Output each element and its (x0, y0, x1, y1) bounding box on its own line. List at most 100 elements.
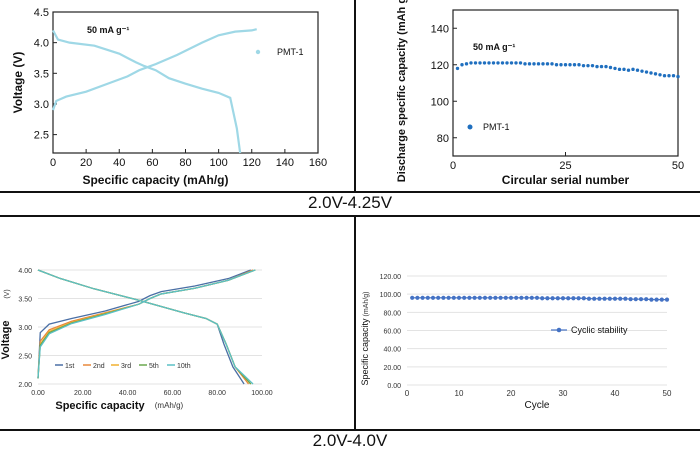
x-tick-label: 80 (179, 157, 191, 169)
y-axis-label: Specific capacity (360, 318, 370, 386)
y-tick-label: 140 (431, 23, 449, 35)
data-point (608, 65, 613, 70)
data-point (649, 297, 654, 302)
legend-label: PMT-1 (483, 122, 510, 132)
x-tick-label: 0 (50, 157, 56, 169)
data-point (473, 61, 478, 65)
data-point (488, 295, 493, 300)
data-point (662, 74, 667, 78)
y-tick-label: 40.00 (383, 347, 401, 354)
data-point (671, 74, 676, 78)
data-point (658, 73, 662, 77)
x-axis-label: Cycle (524, 400, 549, 411)
data-point (667, 74, 671, 78)
data-point (420, 295, 425, 300)
y-tick-label: 3.50 (18, 297, 32, 304)
data-point (626, 68, 631, 72)
y-tick-label: 4.5 (34, 7, 49, 19)
data-point (554, 63, 559, 67)
data-point (599, 64, 604, 69)
data-point (550, 62, 554, 66)
y-axis-unit: (V) (4, 289, 11, 298)
data-point (467, 295, 472, 300)
data-point (604, 64, 608, 69)
data-point (644, 70, 649, 74)
data-point (617, 67, 622, 72)
x-tick-label: 40.00 (119, 390, 137, 397)
legend-marker (467, 124, 473, 130)
data-point (493, 295, 498, 300)
x-tick-label: 140 (276, 157, 294, 169)
x-tick-label: 100.00 (251, 390, 273, 397)
y-axis-label: Voltage (V) (11, 52, 25, 114)
data-point (441, 295, 446, 300)
data-point (571, 296, 576, 301)
x-tick-label: 0 (450, 160, 456, 172)
x-axis-label: Specific capacity (55, 400, 145, 412)
data-point (550, 296, 555, 301)
x-tick-label: 0.00 (31, 390, 45, 397)
legend-label: Cyclic stability (571, 325, 628, 335)
data-point (455, 66, 460, 71)
legend-label: 2nd (93, 363, 105, 370)
data-point (555, 296, 560, 301)
y-tick-label: 4.0 (34, 38, 49, 50)
data-point (676, 74, 680, 79)
data-point (446, 295, 451, 300)
y-axis-label: Discharge specific capacity (mAh g⁻¹) (396, 0, 408, 182)
data-point (586, 63, 590, 68)
chart-discharge-cycle-pmt1: 0 25 50 80 100 120 140 Circular serial number Di… (396, 0, 684, 187)
data-point (635, 68, 640, 72)
x-tick-label: 20 (507, 389, 516, 398)
data-point (425, 295, 430, 300)
y-tick-label: 120.00 (380, 274, 402, 281)
legend-marker (556, 327, 562, 333)
data-point (595, 64, 599, 69)
data-point (436, 295, 441, 300)
divider-bottom (0, 429, 700, 431)
series-charge-line (37, 269, 252, 379)
data-point (638, 297, 644, 302)
data-point (545, 62, 550, 66)
data-point (487, 61, 491, 65)
x-tick-label: 20 (80, 157, 92, 169)
data-point (612, 296, 618, 301)
data-point (602, 296, 607, 301)
data-point (524, 295, 529, 300)
data-point (664, 297, 670, 302)
y-tick-label: 2.5 (34, 130, 49, 142)
x-axis-unit: (mAh/g) (155, 401, 184, 410)
chart-cyclic-stability: 0.00 20.00 40.00 60.00 80.00 100.00 120.00 0 10 2… (360, 274, 672, 411)
x-tick-label: 30 (559, 389, 568, 398)
y-tick-label: 100 (431, 96, 449, 108)
y-tick-label: 3.0 (34, 99, 49, 111)
annotation-rate: 50 mA g⁻¹ (473, 42, 515, 52)
data-point (631, 67, 635, 72)
data-point (532, 62, 536, 66)
data-point (568, 63, 572, 67)
y-axis-unit: (mAh/g) (363, 292, 370, 317)
legend-label: 5th (149, 363, 159, 370)
data-point (590, 63, 595, 68)
y-tick-label: 2.00 (18, 382, 32, 389)
x-tick-label: 60 (146, 157, 158, 169)
y-tick-label: 3.00 (18, 325, 32, 332)
data-point (478, 61, 482, 65)
data-point (491, 61, 496, 65)
data-point (649, 71, 653, 75)
x-tick-label: 160 (309, 157, 327, 169)
x-tick-label: 0 (405, 389, 410, 398)
data-point (577, 63, 581, 67)
divider-middle (0, 215, 700, 217)
data-point (576, 296, 581, 301)
y-axis-label: Voltage (0, 321, 12, 360)
data-point (654, 297, 659, 302)
data-point (607, 296, 612, 301)
data-point (460, 63, 464, 67)
data-point (527, 62, 532, 66)
divider-top (0, 191, 700, 193)
x-tick-label: 50 (663, 389, 672, 398)
data-point (482, 61, 487, 65)
caption-top: 2.0V-4.25V (307, 193, 393, 212)
data-point (415, 295, 420, 300)
